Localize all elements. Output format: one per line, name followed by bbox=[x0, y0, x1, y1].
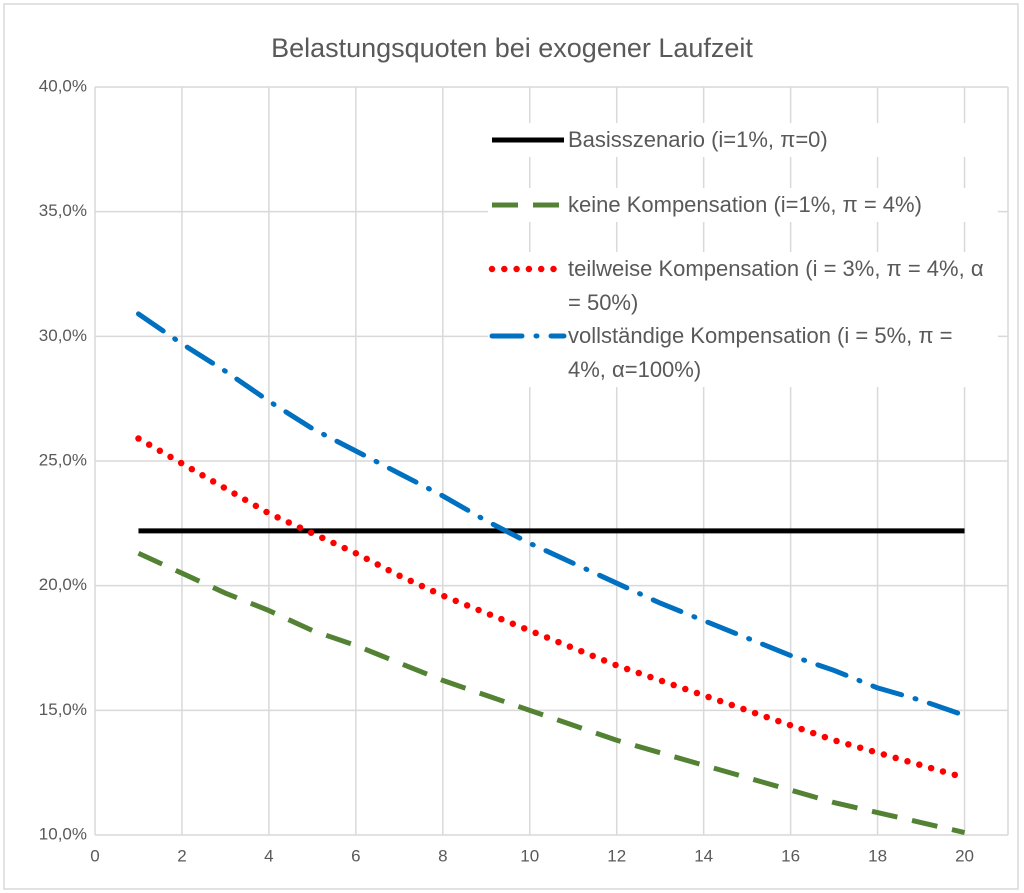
x-tick-label: 12 bbox=[607, 846, 626, 865]
series-line bbox=[135, 311, 968, 718]
legend-swatch bbox=[488, 265, 568, 273]
y-tick-label: 30,0% bbox=[39, 326, 87, 345]
legend-swatch bbox=[492, 137, 564, 143]
y-tick-label: 25,0% bbox=[39, 450, 87, 469]
legend-label: vollständige Kompensation (i = 5%, π = 4… bbox=[568, 323, 953, 382]
x-tick-label: 18 bbox=[868, 846, 887, 865]
series-line bbox=[135, 435, 968, 781]
y-tick-label: 35,0% bbox=[39, 201, 87, 220]
x-tick-label: 6 bbox=[351, 846, 360, 865]
x-tick-label: 14 bbox=[694, 846, 713, 865]
legend-entry: vollständige Kompensation (i = 5%, π = 4… bbox=[488, 319, 998, 387]
y-tick-label: 15,0% bbox=[39, 700, 87, 719]
x-tick-label: 8 bbox=[438, 846, 447, 865]
x-tick-label: 10 bbox=[520, 846, 539, 865]
y-tick-label: 20,0% bbox=[39, 575, 87, 594]
legend-entry: Basisszenario (i=1%, π=0) bbox=[488, 123, 998, 157]
x-tick-label: 4 bbox=[264, 846, 273, 865]
chart-title: Belastungsquoten bei exogener Laufzeit bbox=[271, 33, 753, 63]
legend-label: teilweise Kompensation (i = 3%, π = 4%, … bbox=[568, 256, 984, 315]
legend-entry: teilweise Kompensation (i = 3%, π = 4%, … bbox=[488, 252, 998, 320]
x-tick-label: 16 bbox=[781, 846, 800, 865]
legend-entry: keine Kompensation (i=1%, π = 4%) bbox=[488, 188, 998, 222]
x-tick-label: 20 bbox=[955, 846, 974, 865]
x-tick-label: 2 bbox=[177, 846, 186, 865]
y-tick-label: 10,0% bbox=[39, 824, 87, 843]
legend-swatch bbox=[489, 333, 567, 339]
legend-swatch bbox=[492, 202, 564, 208]
legend-label: Basisszenario (i=1%, π=0) bbox=[568, 127, 828, 152]
x-tick-label: 0 bbox=[90, 846, 99, 865]
legend-label: keine Kompensation (i=1%, π = 4%) bbox=[568, 192, 922, 217]
y-tick-label: 40,0% bbox=[39, 76, 87, 95]
